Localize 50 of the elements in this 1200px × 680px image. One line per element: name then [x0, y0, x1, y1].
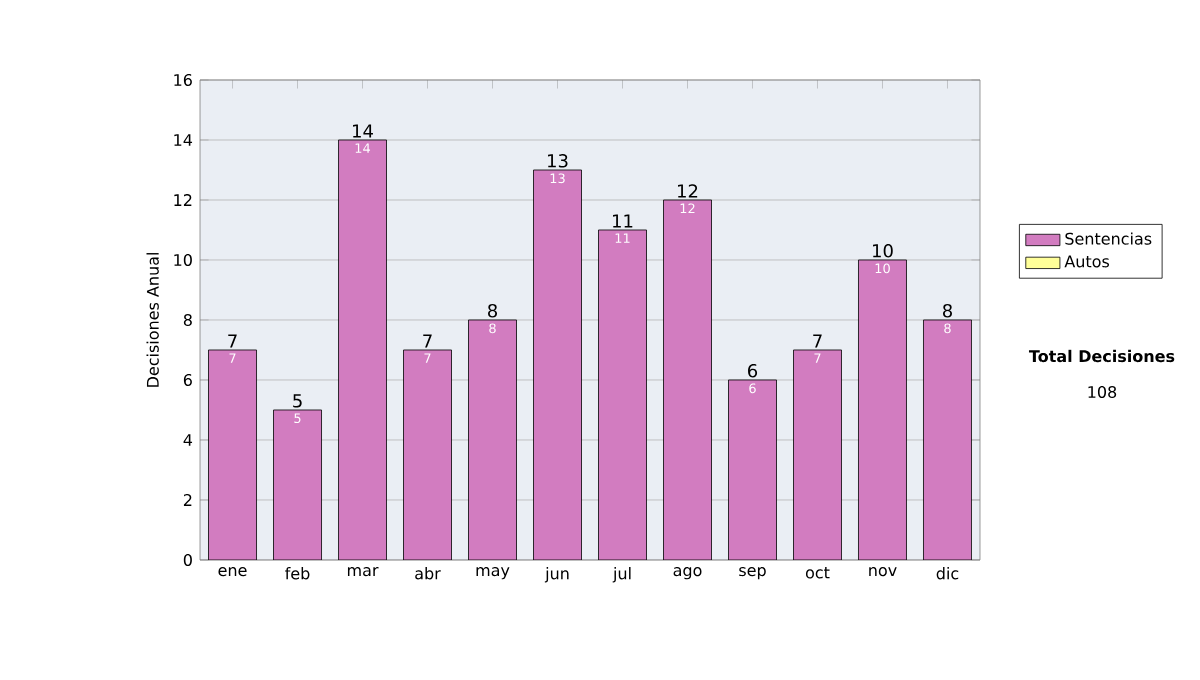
legend-label: Autos — [1064, 255, 1110, 268]
bar — [533, 169, 582, 560]
x-tick-label: oct — [805, 567, 830, 579]
x-tick-label: ene — [218, 567, 247, 577]
bar — [793, 349, 842, 560]
y-tick-label: 12 — [174, 194, 192, 206]
total-label: 7 — [423, 334, 432, 348]
x-tick-label: dic — [936, 567, 959, 580]
bar — [923, 319, 972, 560]
bar — [858, 259, 907, 560]
text: Total Decisiones — [1028, 349, 1175, 363]
x-tick-label: abr — [415, 567, 441, 580]
bar — [273, 409, 322, 560]
bar — [728, 379, 777, 560]
x-tick-label: may — [476, 567, 510, 580]
total-label: 11 — [613, 214, 633, 228]
bar — [208, 349, 257, 560]
bar — [663, 199, 712, 560]
x-tick-label: ago — [673, 567, 702, 580]
total-label: 12 — [678, 184, 698, 198]
total-label: 7 — [813, 334, 822, 348]
text: 108 — [1088, 385, 1117, 399]
total-label: 14 — [353, 124, 373, 138]
y-tick-label: 14 — [174, 134, 193, 146]
y-tick-label: 6 — [183, 373, 192, 387]
x-tick-label: nov — [869, 567, 897, 577]
bar — [403, 349, 452, 560]
y-axis-title: Decisiones Anual — [146, 253, 159, 387]
y-tick-label: 4 — [183, 434, 193, 446]
bar — [338, 139, 387, 560]
y-tick-label: 0 — [183, 553, 192, 567]
y-tick-label: 16 — [174, 73, 192, 87]
y-tick-label: 10 — [174, 253, 192, 267]
bar — [468, 319, 517, 560]
x-tick-label: feb — [285, 567, 310, 580]
total-label: 8 — [942, 303, 952, 318]
y-tick-label: 8 — [183, 313, 192, 327]
total-label: 6 — [748, 363, 758, 378]
total-label: 7 — [228, 334, 237, 348]
total-label: 10 — [873, 243, 893, 258]
x-tick-label: jun — [544, 567, 569, 583]
legend-label: Sentencias — [1065, 232, 1152, 245]
total-label: 5 — [293, 394, 302, 408]
total-label: 13 — [548, 153, 568, 168]
x-tick-label: jul — [612, 567, 631, 583]
x-tick-label: sep — [739, 567, 766, 580]
bar — [598, 229, 647, 560]
y-tick-label: 2 — [183, 494, 192, 506]
total-label: 8 — [488, 303, 498, 318]
x-tick-label: mar — [347, 567, 379, 577]
